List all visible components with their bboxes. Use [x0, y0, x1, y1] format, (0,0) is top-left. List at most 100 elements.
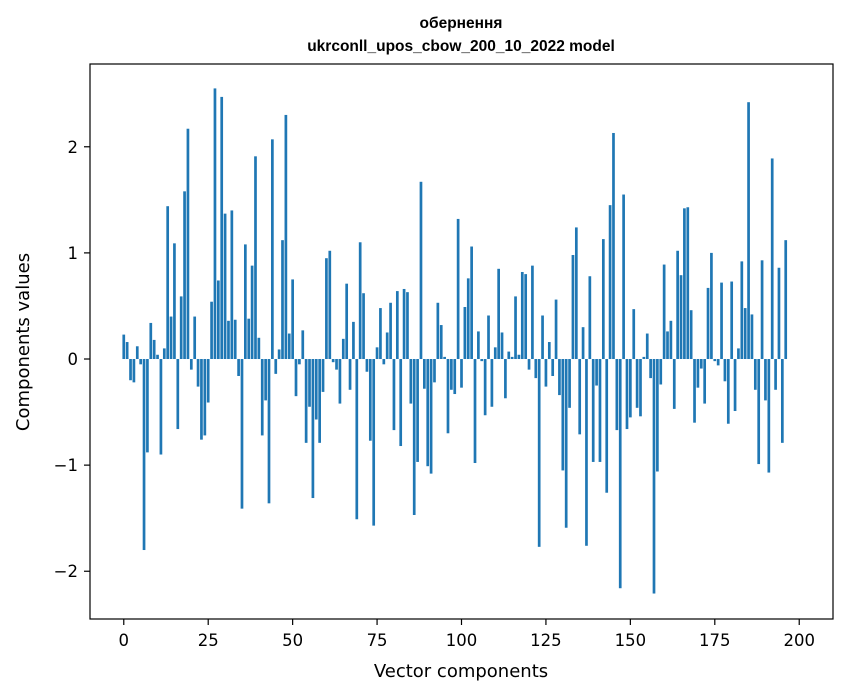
bar — [703, 359, 707, 404]
bar — [656, 359, 659, 472]
x-tick-label: 125 — [530, 631, 562, 650]
bar — [230, 210, 234, 360]
bar — [585, 359, 588, 546]
bar — [470, 246, 473, 360]
bar — [477, 331, 480, 360]
bar — [277, 349, 281, 360]
chart-title-line1: обернення — [420, 15, 503, 32]
bar — [260, 359, 264, 436]
bar — [368, 359, 372, 441]
bar — [666, 331, 669, 360]
bar — [156, 354, 159, 359]
bar — [335, 359, 338, 370]
bar — [402, 288, 406, 360]
bar — [331, 359, 335, 363]
bar — [200, 359, 203, 440]
bar — [426, 359, 430, 467]
bar — [129, 359, 132, 381]
bar — [179, 296, 183, 360]
bar — [355, 359, 359, 520]
bar — [534, 359, 538, 379]
bar — [612, 132, 615, 360]
bar — [595, 359, 598, 386]
bar — [578, 359, 582, 435]
bar — [693, 359, 696, 423]
x-tick-label: 100 — [446, 631, 478, 650]
x-tick-label: 75 — [367, 631, 388, 650]
bar — [308, 359, 311, 407]
bar — [325, 258, 328, 360]
bar — [274, 359, 278, 374]
x-tick-label: 150 — [615, 631, 647, 650]
bar — [267, 359, 271, 504]
y-tick-label: 2 — [68, 138, 79, 157]
bar — [504, 359, 507, 399]
bar — [483, 359, 487, 416]
bar — [527, 359, 531, 370]
bar — [385, 332, 389, 360]
bar — [436, 302, 440, 360]
bar — [629, 359, 632, 418]
bar — [581, 327, 585, 360]
bar — [281, 240, 284, 360]
bar — [618, 359, 622, 589]
bar — [524, 274, 528, 359]
bar — [652, 359, 656, 594]
bar — [152, 339, 156, 360]
bar — [558, 359, 561, 396]
bar — [173, 243, 176, 360]
bar — [183, 191, 186, 360]
bar — [531, 265, 534, 360]
bar — [750, 314, 754, 360]
bar — [544, 359, 548, 387]
bar — [460, 359, 463, 388]
bar — [166, 206, 170, 360]
bar — [649, 359, 652, 379]
bar — [193, 316, 197, 360]
bar — [733, 359, 737, 412]
bar — [784, 240, 788, 360]
bar — [720, 282, 723, 360]
bar — [298, 359, 301, 365]
bar — [142, 359, 146, 551]
bar — [412, 359, 416, 515]
bar — [352, 321, 355, 360]
bar — [571, 255, 575, 360]
bar — [284, 114, 288, 360]
bar — [774, 359, 777, 390]
bar — [699, 359, 703, 369]
bar — [186, 128, 190, 360]
bar — [314, 359, 318, 420]
bar — [480, 359, 484, 362]
bar — [149, 322, 153, 360]
bar — [537, 359, 541, 547]
bar — [753, 359, 757, 390]
bar — [487, 315, 490, 360]
bar — [622, 194, 625, 360]
bar — [740, 261, 744, 360]
bar — [233, 319, 237, 360]
bar — [375, 347, 379, 360]
bar — [683, 208, 686, 360]
bar — [507, 351, 511, 360]
bar — [473, 359, 477, 464]
bar — [770, 158, 774, 360]
bar — [679, 275, 683, 360]
bar — [135, 346, 139, 360]
bar — [564, 359, 568, 528]
bar — [176, 359, 180, 430]
bar — [264, 359, 267, 401]
bar — [132, 359, 136, 383]
bar — [423, 359, 426, 389]
bar — [254, 156, 257, 360]
bar — [395, 291, 399, 360]
bar — [780, 359, 784, 443]
bar — [639, 359, 642, 417]
bar — [632, 309, 636, 360]
bar — [271, 139, 274, 360]
x-tick-label: 200 — [783, 631, 815, 650]
bar — [568, 359, 571, 408]
bar — [710, 252, 713, 360]
bar — [672, 359, 676, 409]
x-axis-label: Vector components — [374, 661, 548, 682]
